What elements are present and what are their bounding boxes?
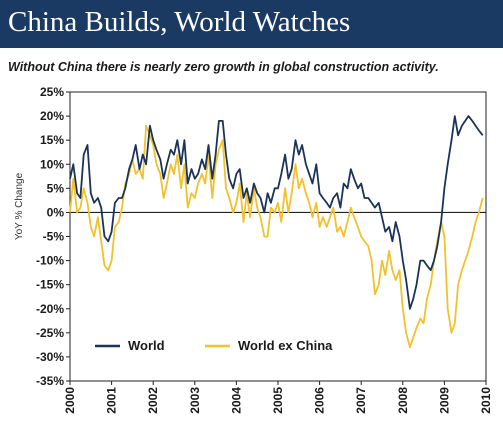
y-tick-label: 10% (40, 157, 64, 171)
x-tick-label: 2004 (229, 387, 243, 414)
x-tick-label: 2008 (396, 387, 410, 414)
y-tick-label: -35% (36, 374, 64, 388)
title-banner: China Builds, World Watches (0, 0, 503, 48)
y-tick-label: 5% (47, 181, 65, 195)
y-tick-label: 0% (47, 205, 65, 219)
chart-legend: World World ex China (95, 338, 333, 353)
x-tick-label: 2007 (354, 387, 368, 414)
x-tick-label: 2005 (271, 387, 285, 414)
series-world-ex-china-line (69, 124, 484, 349)
y-tick-label: -5% (43, 230, 65, 244)
series-layer (69, 115, 484, 349)
y-tick-label: -10% (36, 254, 64, 268)
y-tick-label: -25% (36, 326, 64, 340)
legend-label-world-ex-china: World ex China (238, 338, 333, 353)
y-tick-label: 25% (40, 85, 64, 99)
y-tick-label: 20% (40, 109, 64, 123)
series-world-line (69, 115, 484, 310)
y-axis-title: YoY % Change (14, 172, 25, 240)
y-tick-label: 15% (40, 133, 64, 147)
y-tick-label: -20% (36, 302, 64, 316)
x-tick-label: 2002 (146, 387, 160, 414)
x-tick-label: 2010 (479, 387, 493, 414)
legend-label-world: World (128, 338, 165, 353)
x-tick-label: 2006 (313, 387, 327, 414)
chart-subtitle: Without China there is nearly zero growt… (8, 60, 439, 74)
chart-title: China Builds, World Watches (8, 6, 351, 38)
y-tick-label: -15% (36, 278, 64, 292)
x-tick-label: 2000 (63, 387, 77, 414)
x-tick-label: 2009 (437, 387, 451, 414)
x-tick-label: 2001 (105, 387, 119, 414)
y-tick-label: -30% (36, 350, 64, 364)
x-tick-label: 2003 (188, 387, 202, 414)
chart-axes: 25% 20% 15% 10% 5% 0% -5% -10% -15% -20% -25% -30% -… (14, 85, 493, 414)
